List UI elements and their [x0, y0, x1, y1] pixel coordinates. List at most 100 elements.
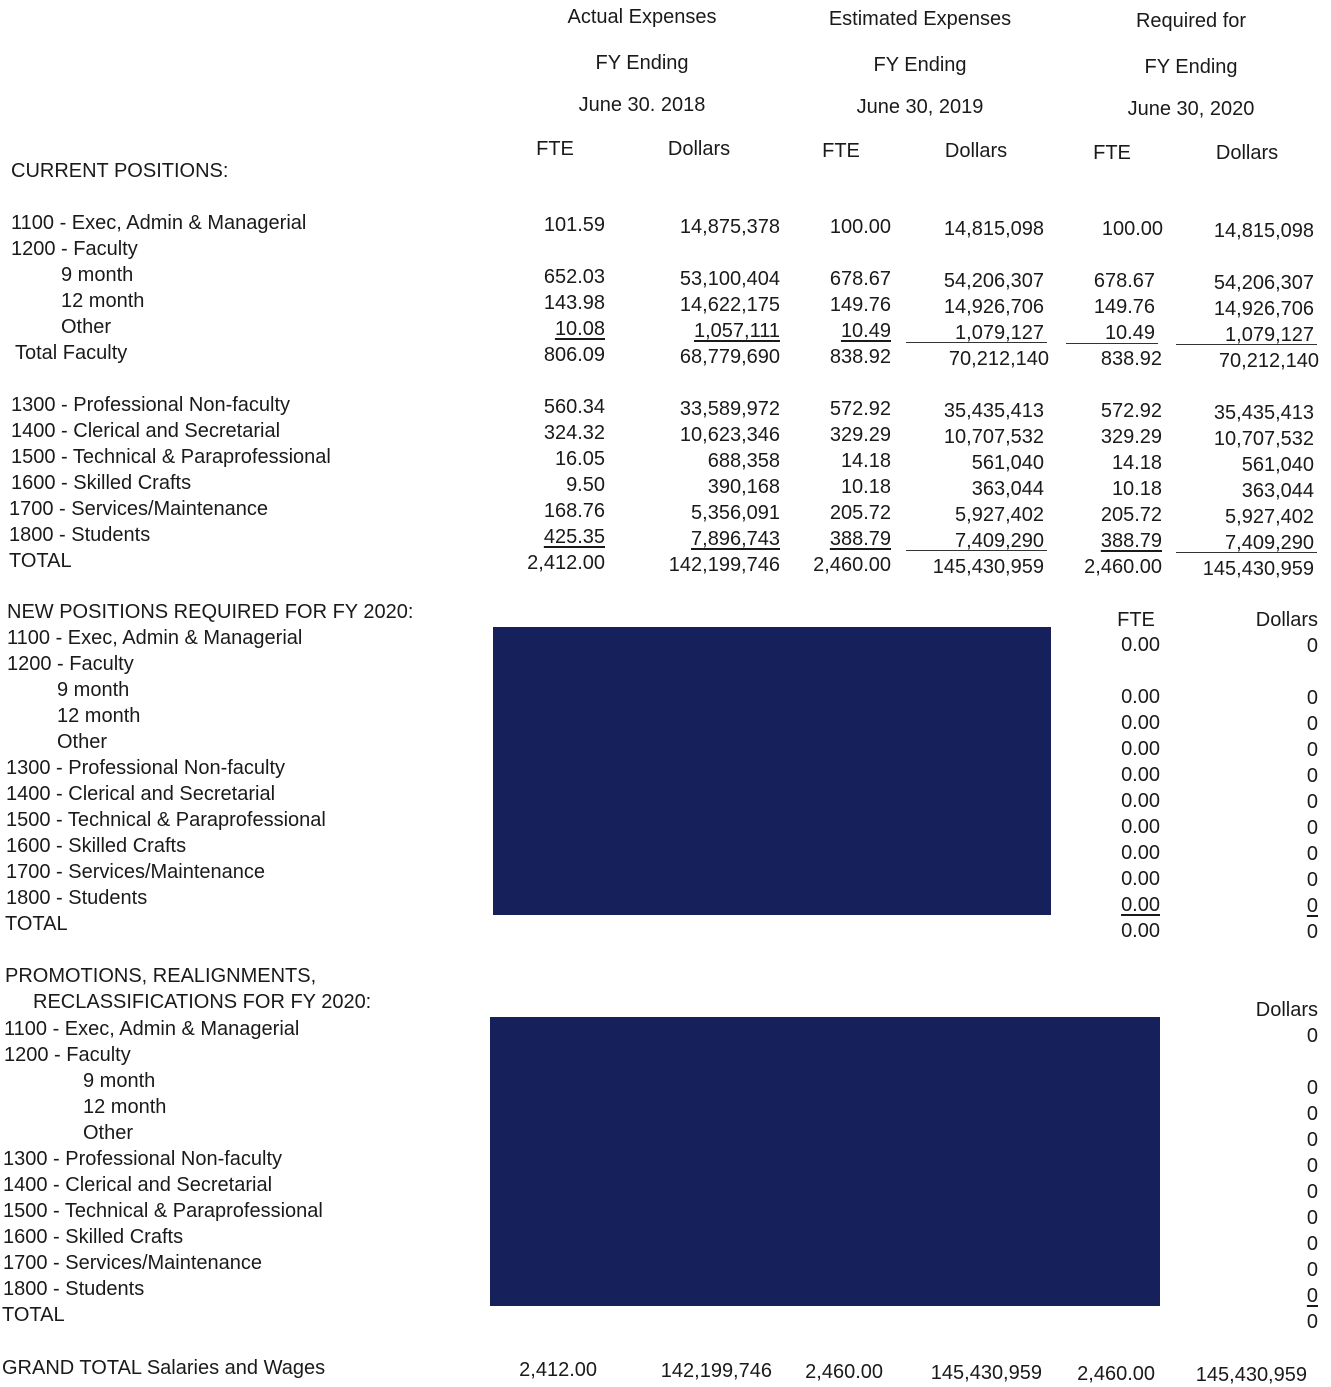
- row-label: 9 month: [57, 679, 130, 701]
- row-label: 1700 - Services/Maintenance: [6, 861, 266, 883]
- fte-2018: 10.08: [554, 318, 605, 340]
- fte-2018: 101.59: [543, 214, 605, 236]
- row-label: 1100 - Exec, Admin & Managerial: [7, 627, 303, 649]
- grand-total-dollars-2020: 145,430,959: [1195, 1364, 1307, 1386]
- dollars-2020: 14,815,098: [1213, 220, 1314, 242]
- fte-2019: 10.18: [840, 476, 891, 498]
- row-label: TOTAL: [2, 1304, 65, 1326]
- dollars-2019: 14,815,098: [943, 218, 1044, 240]
- fte-2019: 205.72: [829, 502, 891, 524]
- row-label: 12 month: [61, 290, 145, 312]
- fte-2019: 10.49: [840, 320, 891, 342]
- row-label: Other: [83, 1122, 134, 1144]
- row-label: 1400 - Clerical and Secretarial: [3, 1174, 273, 1196]
- dollars-2020: 10,707,532: [1213, 428, 1314, 450]
- row-label: Other: [57, 731, 108, 753]
- col-dollars-2018: Dollars: [667, 138, 731, 160]
- fte-2019: 388.79: [829, 528, 891, 550]
- section-title-current: CURRENT POSITIONS:: [11, 160, 229, 182]
- dollars-promotions: 0: [1306, 1233, 1318, 1255]
- fte-new: 0.00: [1121, 842, 1160, 864]
- row-label: 1500 - Technical & Paraprofessional: [11, 446, 331, 468]
- row-label: 1800 - Students: [9, 524, 151, 546]
- dollars-new: 0: [1306, 635, 1318, 657]
- subtotal-rule: [906, 550, 1047, 551]
- fte-2019: 100.00: [829, 216, 891, 238]
- col-dollars-new: Dollars: [1255, 609, 1318, 631]
- fte-2020: 100.00: [1101, 218, 1163, 240]
- dollars-new: 0: [1306, 895, 1318, 917]
- row-label: 1700 - Services/Maintenance: [9, 498, 269, 520]
- fte-2019: 149.76: [829, 294, 891, 316]
- row-label: 9 month: [83, 1070, 156, 1092]
- fte-2018: 9.50: [566, 474, 605, 496]
- fte-2020: 329.29: [1100, 426, 1162, 448]
- grand-total-fte-2020: 2,460.00: [1077, 1363, 1155, 1385]
- col-dollars-promotions: Dollars: [1255, 999, 1318, 1021]
- fte-2018: 324.32: [543, 422, 605, 444]
- row-label: 1200 - Faculty: [11, 238, 138, 260]
- fte-new: 0.00: [1121, 764, 1160, 786]
- dollars-2020: 14,926,706: [1213, 298, 1314, 320]
- fte-2020: 388.79: [1100, 530, 1162, 552]
- col-fte-2019: FTE: [822, 140, 860, 162]
- section-title-new-positions: NEW POSITIONS REQUIRED FOR FY 2020:: [7, 601, 414, 623]
- header-actual-line1: Actual Expenses: [567, 6, 717, 28]
- dollars-2019: 54,206,307: [943, 270, 1044, 292]
- dollars-2018: 1,057,111: [693, 320, 780, 342]
- row-label: 1200 - Faculty: [7, 653, 134, 675]
- row-label: 12 month: [57, 705, 141, 727]
- header-required-line1: Required for: [1135, 10, 1247, 32]
- fte-2018: 425.35: [543, 526, 605, 548]
- header-actual-line2: FY Ending: [595, 52, 689, 74]
- subtotal-rule: [1066, 343, 1158, 344]
- grand-total-fte-2019: 2,460.00: [805, 1361, 883, 1383]
- fte-new: 0.00: [1121, 712, 1160, 734]
- fte-2020: 205.72: [1100, 504, 1162, 526]
- subtotal-rule: [1176, 344, 1317, 345]
- dollars-2019: 363,044: [971, 478, 1044, 500]
- fte-2018: 143.98: [543, 292, 605, 314]
- dollars-2019: 7,409,290: [955, 530, 1044, 552]
- dollars-2018: 142,199,746: [668, 554, 780, 576]
- dollars-new: 0: [1306, 739, 1318, 761]
- dollars-new: 0: [1306, 869, 1318, 891]
- dollars-new: 0: [1306, 687, 1318, 709]
- row-label: 1600 - Skilled Crafts: [11, 472, 192, 494]
- dollars-new: 0: [1306, 843, 1318, 865]
- row-label: 1200 - Faculty: [4, 1044, 131, 1066]
- fte-new: 0.00: [1121, 634, 1160, 656]
- section-title-promotions-line1: PROMOTIONS, REALIGNMENTS,: [5, 965, 317, 987]
- subtotal-rule: [906, 342, 1047, 343]
- dollars-promotions: 0: [1306, 1077, 1318, 1099]
- grand-total-fte-2018: 2,412.00: [519, 1359, 597, 1381]
- col-fte-new: FTE: [1117, 609, 1155, 631]
- fte-2020: 678.67: [1093, 270, 1155, 292]
- dollars-promotions: 0: [1306, 1103, 1318, 1125]
- dollars-2020: 1,079,127: [1225, 324, 1314, 346]
- row-label: 1400 - Clerical and Secretarial: [11, 420, 281, 442]
- fte-new: 0.00: [1121, 816, 1160, 838]
- dollars-2020: 5,927,402: [1225, 506, 1314, 528]
- header-estimated-line3: June 30, 2019: [856, 96, 984, 118]
- dollars-promotions: 0: [1306, 1259, 1318, 1281]
- fte-2020: 838.92: [1100, 348, 1162, 370]
- dollars-promotions: 0: [1306, 1207, 1318, 1229]
- fte-2019: 678.67: [829, 268, 891, 290]
- dollars-promotions: 0: [1306, 1155, 1318, 1177]
- fte-2020: 2,460.00: [1084, 556, 1162, 578]
- row-label: 1100 - Exec, Admin & Managerial: [4, 1018, 300, 1040]
- fte-2020: 10.18: [1111, 478, 1162, 500]
- fte-new: 0.00: [1121, 868, 1160, 890]
- row-label: 12 month: [83, 1096, 167, 1118]
- row-label: 1100 - Exec, Admin & Managerial: [11, 212, 307, 234]
- dollars-2018: 14,622,175: [679, 294, 780, 316]
- fte-new: 0.00: [1121, 790, 1160, 812]
- fte-2018: 560.34: [543, 396, 605, 418]
- dollars-promotions: 0: [1306, 1025, 1318, 1047]
- row-label: 1500 - Technical & Paraprofessional: [3, 1200, 323, 1222]
- header-estimated-line1: Estimated Expenses: [828, 8, 1012, 30]
- dollars-2019: 1,079,127: [955, 322, 1044, 344]
- dollars-2020: 561,040: [1241, 454, 1314, 476]
- dollars-2018: 33,589,972: [679, 398, 780, 420]
